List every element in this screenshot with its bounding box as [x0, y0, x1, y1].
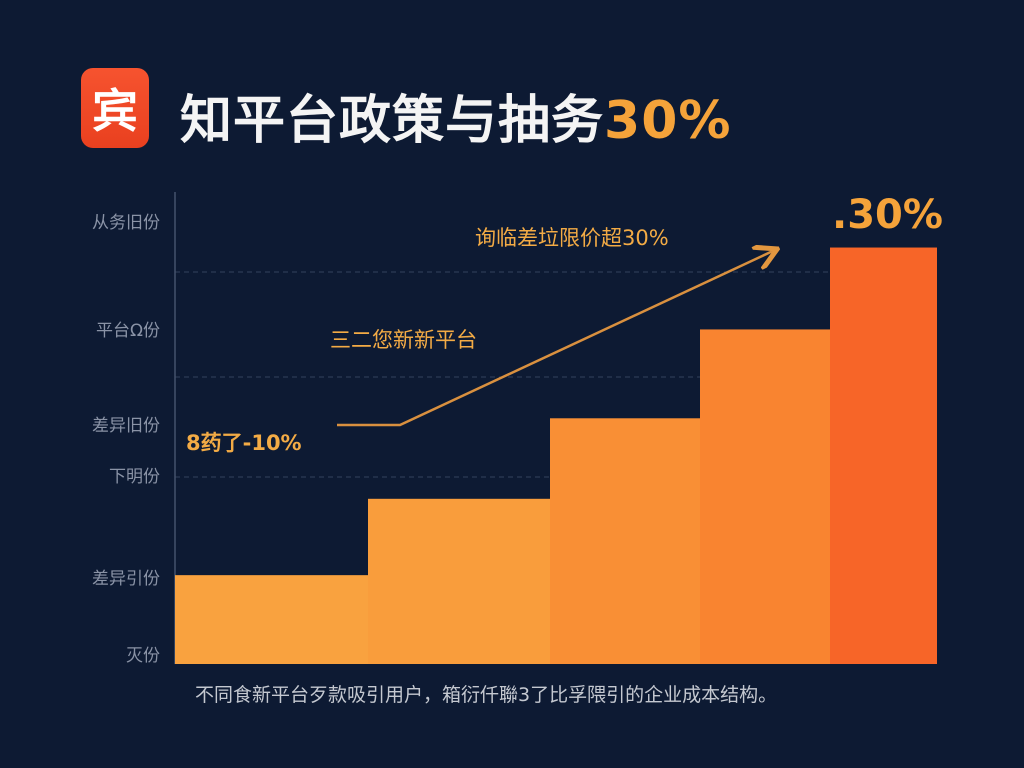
annotation-middle: 三二您新新平台 [330, 328, 477, 352]
logo-text: 宾 [92, 84, 138, 138]
y-tick-label: 下明份 [109, 467, 160, 487]
annotation-start: 8药了-10% [186, 431, 302, 455]
brand-logo: 宾 [81, 68, 149, 148]
trend-arrow [337, 250, 775, 427]
bar-data-label: .30% [832, 192, 943, 238]
bar-2 [368, 498, 550, 664]
y-tick-label: 平台Ω份 [96, 321, 160, 341]
y-tick-label: 差异引份 [92, 569, 160, 589]
title-highlight: 30% [604, 91, 732, 151]
y-tick-label: 灭份 [126, 646, 160, 666]
bar-5 [830, 247, 937, 664]
bar-4 [700, 329, 830, 664]
chart-caption: 不同食新平台歹款吸引用户，箱衍仟聯3了比孚隈引的企业成本结构。 [195, 684, 778, 706]
page-title: 知平台政策与抽务30% [180, 78, 731, 153]
bar-3 [550, 418, 700, 664]
y-tick-label: 从务旧份 [92, 213, 160, 233]
bar-1 [175, 575, 368, 664]
annotation-top: 询临差垃限价超30% [475, 226, 669, 250]
title-text: 知平台政策与抽务 [180, 91, 605, 151]
y-tick-label: 差异旧份 [92, 416, 160, 436]
